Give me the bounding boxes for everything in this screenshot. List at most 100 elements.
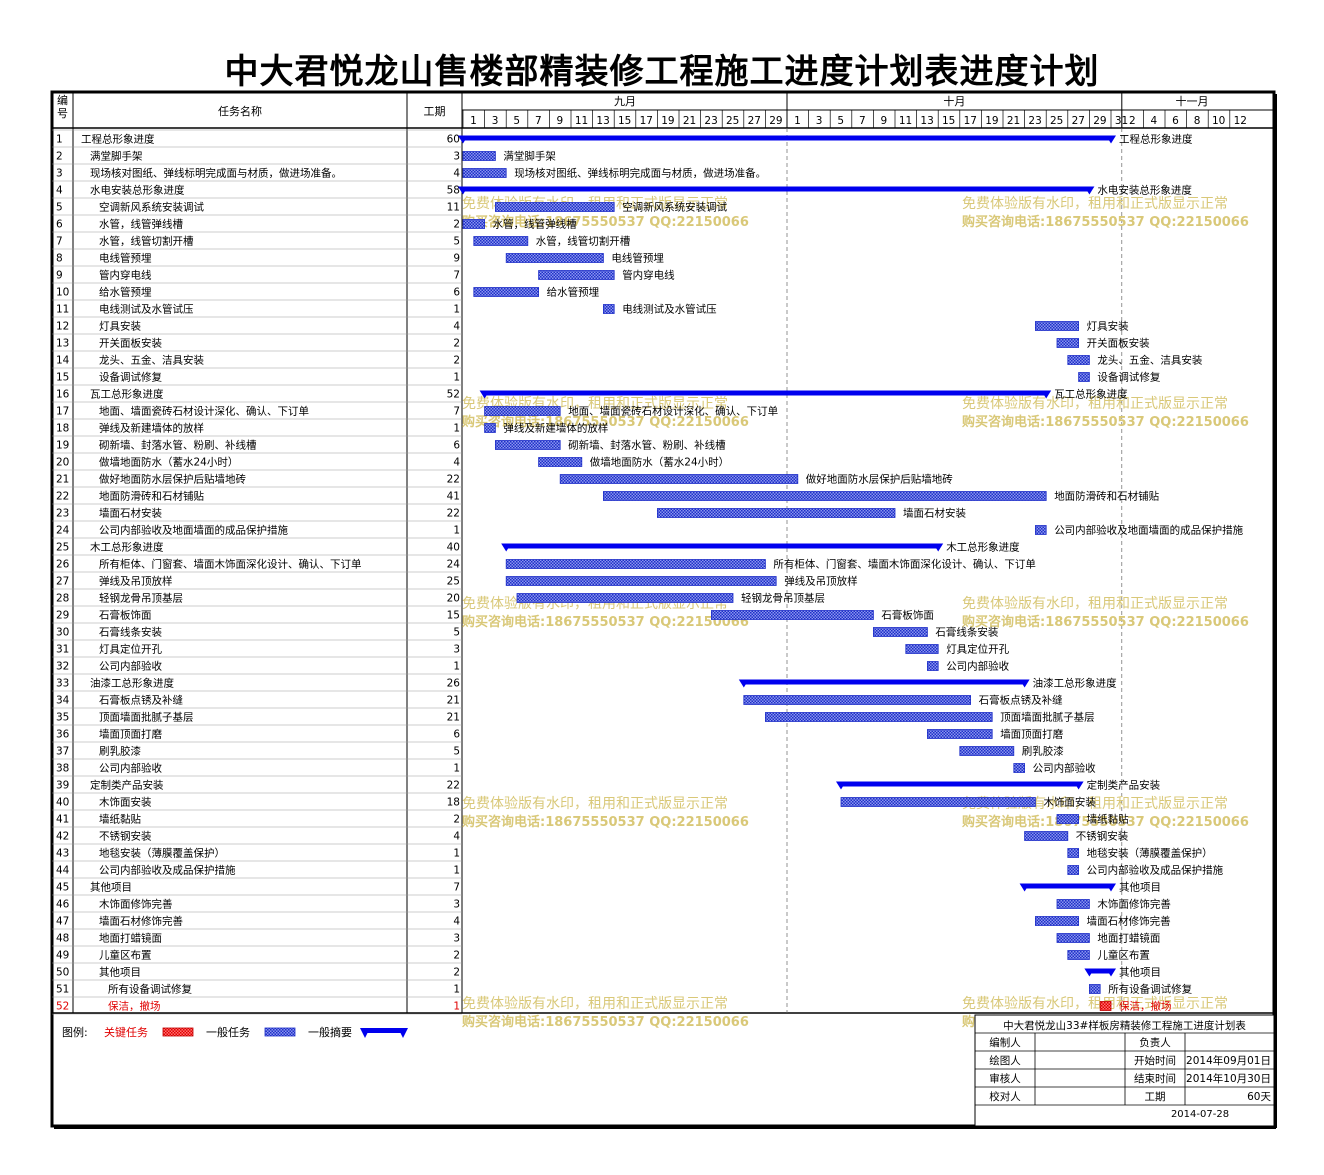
task-name: 其他项目 [99,966,141,979]
task-duration: 40 [447,542,460,554]
task-bar [1035,321,1080,331]
task-name: 地毯安装（薄膜覆盖保护） [99,847,225,860]
month-label: 十一月 [1176,94,1209,108]
task-id: 7 [56,236,63,248]
task-duration: 6 [453,440,460,452]
task-id: 30 [56,627,69,639]
info-label: 负责人 [1139,1036,1171,1049]
task-duration: 52 [447,389,460,401]
task-id: 22 [56,491,69,503]
task-bar [505,253,604,263]
task-name: 弹线及新建墙体的放样 [99,422,204,435]
day-label: 17 [640,115,653,127]
info-value: 60天 [1247,1091,1271,1103]
task-label: 墙面石材安装 [903,507,966,520]
task-row: 26 所有柜体、门窗套、墙面木饰面深化设计、确认、下订单 24 所有柜体、门窗套、墙面… [56,558,1036,571]
task-id: 28 [56,593,69,605]
task-id: 3 [56,168,63,180]
task-label: 地面、墙面瓷砖石材设计深化、确认、下订单 [568,405,778,418]
task-bar [494,202,615,212]
task-bar [765,712,993,722]
task-id: 36 [56,729,70,741]
task-duration: 18 [447,797,460,809]
day-label: 1 [794,115,801,127]
task-id: 41 [56,814,69,826]
legend-summary-label: 一般摘要 [308,1025,352,1039]
task-id: 49 [56,950,69,962]
summary-label: 水电安装总形象进度 [1097,184,1192,197]
task-row: 16 瓦工总形象进度 52 瓦工总形象进度 [56,388,1128,401]
info-value: 2014年09月01日 [1186,1054,1271,1067]
summary-bar [1089,968,1111,974]
task-name: 龙头、五金、洁具安装 [99,354,204,367]
day-label: 6 [1172,115,1179,127]
task-name: 石膏板饰面 [99,609,152,622]
task-bar [743,695,971,705]
task-row: 12 灯具安装 4 灯具安装 [56,320,1129,333]
task-duration: 7 [453,882,460,894]
info-date: 2014-07-28 [1171,1109,1229,1120]
task-label: 轻钢龙骨吊顶基层 [741,592,825,605]
task-duration: 24 [447,559,461,571]
task-duration: 2 [453,338,460,350]
task-bar [1013,763,1025,773]
day-label: 9 [881,115,888,127]
task-name: 儿童区布置 [99,949,152,962]
summary-label: 油漆工总形象进度 [1033,677,1117,690]
task-bar [1035,916,1080,926]
task-id: 37 [56,746,69,758]
task-id: 34 [56,695,70,707]
summary-end-marker [1106,135,1116,144]
day-label: 23 [1028,115,1041,127]
task-name: 公司内部验收及成品保护措施 [99,864,236,877]
day-label: 8 [1194,115,1201,127]
task-id: 39 [56,780,69,792]
task-label: 给水管预埋 [547,286,600,299]
task-bar [603,304,615,314]
day-label: 21 [1007,115,1020,127]
task-duration: 22 [447,780,460,792]
task-id: 29 [56,610,69,622]
task-id: 40 [56,797,69,809]
watermark-line1: 免费体验版有水印，租用和正式版显示正常 [462,796,728,812]
summary-end-marker [1041,390,1052,399]
task-row: 8 电线管预埋 9 电线管预埋 [56,252,664,265]
summary-label: 瓦工总形象进度 [1054,388,1128,401]
task-name: 水管，线管弹线槽 [99,218,183,231]
task-row: 35 顶面墙面批腻子基层 21 顶面墙面批腻子基层 [56,711,1095,724]
watermark-line2: 购买咨询电话:18675550537 QQ:22150066 [462,214,749,230]
task-label: 水管，线管弹线槽 [493,218,577,231]
task-row: 33 油漆工总形象进度 26 油漆工总形象进度 [56,677,1117,690]
task-duration: 3 [453,151,460,163]
task-row: 36 墙面顶面打磨 6 墙面顶面打磨 [56,728,1064,741]
task-row: 41 墙纸黏贴 2 墙纸黏贴 [56,813,1129,826]
summary-label: 其他项目 [1119,881,1161,894]
task-duration: 1 [453,763,460,775]
task-row: 20 做墙地面防水（蓄水24小时） 4 做墙地面防水（蓄水24小时） [56,456,729,469]
task-name: 公司内部验收及地面墙面的成品保护措施 [99,524,288,537]
header-col-id: 编号 [57,93,68,120]
task-label: 木饰面修饰完善 [1097,898,1171,911]
info-label: 编制人 [989,1036,1021,1049]
task-row: 29 石膏板饰面 15 石膏板饰面 [56,609,934,622]
task-row: 21 做好地面防水层保护后贴墙地砖 22 做好地面防水层保护后贴墙地砖 [56,473,953,486]
task-duration: 7 [453,406,460,418]
task-duration: 2 [453,355,460,367]
task-label: 墙面顶面打磨 [1000,728,1063,741]
task-duration: 21 [447,695,460,707]
task-name: 做好地面防水层保护后贴墙地砖 [99,473,246,486]
summary-bar [463,186,1090,192]
day-label: 19 [661,115,674,127]
task-duration: 25 [447,576,460,588]
watermark-line2: 购买咨询电话:18675550537 QQ:22150066 [462,414,749,430]
task-row: 46 木饰面修饰完善 3 木饰面修饰完善 [56,898,1171,911]
task-id: 20 [56,457,69,469]
task-id: 2 [56,151,63,163]
summary-bar [841,781,1079,787]
task-duration: 3 [453,644,460,656]
day-label: 5 [513,115,520,127]
legend-title: 图例: [62,1025,88,1039]
month-label: 十月 [943,94,965,108]
task-id: 10 [56,287,69,299]
summary-start-marker [458,135,468,144]
